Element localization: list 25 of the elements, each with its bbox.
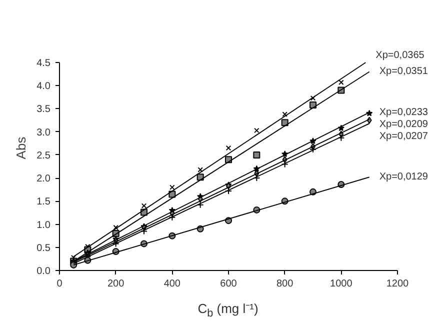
x-tick-label: 600 xyxy=(220,278,238,290)
x-tick-label: 400 xyxy=(164,278,181,290)
x-tick-label: 800 xyxy=(276,278,294,290)
y-tick-label: 2.0 xyxy=(36,174,51,185)
x-tick-label: 0 xyxy=(56,278,63,290)
y-tick-label: 3.0 xyxy=(36,127,51,138)
y-tick-label: 2.5 xyxy=(36,150,51,162)
y-tick-label: 1.0 xyxy=(36,220,51,231)
annotation: Xp=0,0129 xyxy=(379,172,428,183)
x-tick-label: 200 xyxy=(107,278,125,290)
y-axis-title: Abs xyxy=(14,136,29,160)
x-axis-title: C$_{b}$ (mg l⁻¹) xyxy=(198,300,258,322)
annotation: Xp=0,0209 xyxy=(379,118,428,130)
annotation: Xp=0,0207 xyxy=(379,130,428,142)
x-tick-label: 1200 xyxy=(386,278,410,290)
annotation: Xp=0,0351 xyxy=(379,66,428,78)
y-tick-label: 3.5 xyxy=(36,104,51,116)
annotation: Xp=0,0233 xyxy=(379,106,428,118)
y-tick-label: 1.5 xyxy=(36,196,51,208)
y-tick-label: 0.0 xyxy=(36,266,51,277)
text: Xp=0,0365 xyxy=(376,50,425,61)
x-tick-label: 1000 xyxy=(330,278,353,290)
y-tick-label: 0.5 xyxy=(36,242,51,254)
y-tick-label: 4.0 xyxy=(36,81,51,92)
y-tick-label: 4.5 xyxy=(36,58,51,69)
